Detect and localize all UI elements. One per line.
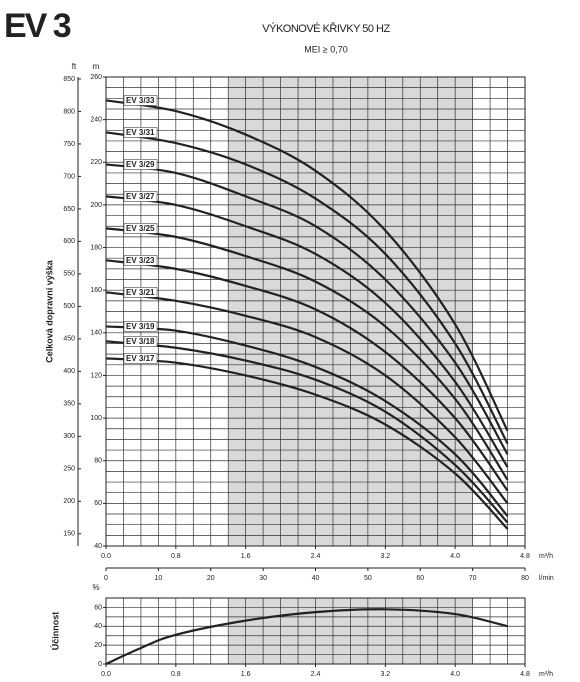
y-tick-label: 60 [94, 604, 102, 611]
y2-tick-label: 650 [63, 206, 75, 213]
x2-tick-label: 50 [364, 575, 372, 582]
y-tick-label: 240 [90, 116, 102, 123]
y-tick-label: 20 [94, 642, 102, 649]
x2-axis-label: l/min [539, 575, 554, 582]
series-label: EV 3/21 [126, 288, 155, 297]
series-label-box [123, 336, 158, 347]
series-label-box [123, 159, 158, 170]
series-label-box [123, 223, 158, 234]
curve [105, 99, 509, 432]
y-tick-label: 100 [90, 415, 102, 422]
y2-tick-label: 400 [63, 368, 75, 375]
series-label-box [123, 321, 158, 332]
y-axis-label: Účinnost [49, 612, 60, 651]
curve [105, 163, 509, 455]
x-tick-label: 3.2 [380, 553, 390, 560]
y2-tick-label: 350 [63, 401, 75, 408]
y-axis-label: Celková dopravní výška [44, 259, 54, 363]
series-label-box [123, 255, 158, 266]
y2-tick-label: 150 [63, 531, 75, 538]
x-tick-label: 1.6 [241, 553, 251, 560]
x-tick-label: 2.4 [311, 553, 321, 560]
y2-tick-label: 200 [63, 498, 75, 505]
y2-tick-label: 300 [63, 433, 75, 440]
curve [105, 227, 509, 481]
x-tick-label: 2.4 [311, 671, 321, 678]
x2-tick-label: 40 [312, 575, 320, 582]
x-tick-label: 4.0 [450, 553, 460, 560]
curve [105, 357, 509, 530]
series-label-box [123, 287, 158, 298]
y-unit: m [93, 62, 100, 71]
x-tick-label: 4.0 [450, 671, 460, 678]
series-label: EV 3/27 [126, 192, 155, 201]
curve [105, 608, 508, 665]
y-tick-label: 220 [90, 159, 102, 166]
series-label: EV 3/18 [126, 337, 155, 346]
series-label: EV 3/29 [126, 160, 155, 169]
series-label: EV 3/31 [126, 128, 155, 137]
series-label-box [123, 95, 158, 106]
x-tick-label: 0.8 [171, 671, 181, 678]
x-tick-label: 3.2 [380, 671, 390, 678]
curve [105, 325, 509, 517]
series-label: EV 3/25 [126, 224, 155, 233]
curve [105, 340, 509, 524]
x2-tick-label: 30 [259, 575, 267, 582]
x2-tick-label: 20 [207, 575, 215, 582]
y2-tick-label: 700 [63, 173, 75, 180]
x-tick-label: 4.8 [520, 671, 530, 678]
y-tick-label: 160 [90, 287, 102, 294]
series-label: EV 3/17 [126, 354, 155, 363]
series-label: EV 3/33 [126, 96, 155, 105]
curve [105, 291, 509, 505]
page-title: EV 3 [4, 7, 71, 45]
x2-tick-label: 60 [416, 575, 424, 582]
x-tick-label: 4.8 [520, 553, 530, 560]
curve [105, 259, 509, 492]
x2-tick-label: 80 [521, 575, 529, 582]
y-unit: % [92, 583, 99, 592]
x2-tick-label: 10 [154, 575, 162, 582]
chart-subtitle: MEI ≥ 0,70 [304, 44, 347, 54]
y2-unit: ft [72, 62, 77, 71]
y-tick-label: 80 [94, 458, 102, 465]
series-label: EV 3/19 [126, 322, 155, 331]
x-tick-label: 0.0 [101, 671, 111, 678]
x2-tick-label: 0 [104, 575, 108, 582]
series-label: EV 3/23 [126, 256, 155, 265]
x-tick-label: 0.0 [101, 553, 111, 560]
y-tick-label: 60 [94, 500, 102, 507]
x-tick-label: 0.8 [171, 553, 181, 560]
y2-tick-label: 500 [63, 303, 75, 310]
y-tick-label: 140 [90, 330, 102, 337]
x-axis-label: m³/h [539, 671, 553, 678]
y-tick-label: 40 [94, 543, 102, 550]
y-tick-label: 120 [90, 372, 102, 379]
curve [105, 131, 509, 445]
y2-tick-label: 750 [63, 141, 75, 148]
y-tick-label: 0 [98, 661, 102, 668]
y2-tick-label: 850 [63, 76, 75, 83]
y2-tick-label: 600 [63, 238, 75, 245]
series-label-box [123, 353, 158, 364]
y2-tick-label: 800 [63, 108, 75, 115]
y2-tick-label: 450 [63, 336, 75, 343]
chart-title: VÝKONOVÉ KŘIVKY 50 HZ [262, 22, 390, 35]
series-label-box [123, 127, 158, 138]
y-tick-label: 180 [90, 244, 102, 251]
y-tick-label: 40 [94, 623, 102, 630]
x-tick-label: 1.6 [241, 671, 251, 678]
curve [105, 195, 509, 468]
x-axis-label: m³/h [539, 553, 553, 560]
y2-tick-label: 550 [63, 271, 75, 278]
y-tick-label: 260 [90, 74, 102, 81]
y2-tick-label: 250 [63, 466, 75, 473]
y-tick-label: 200 [90, 202, 102, 209]
x2-tick-label: 70 [469, 575, 477, 582]
series-label-box [123, 191, 158, 202]
